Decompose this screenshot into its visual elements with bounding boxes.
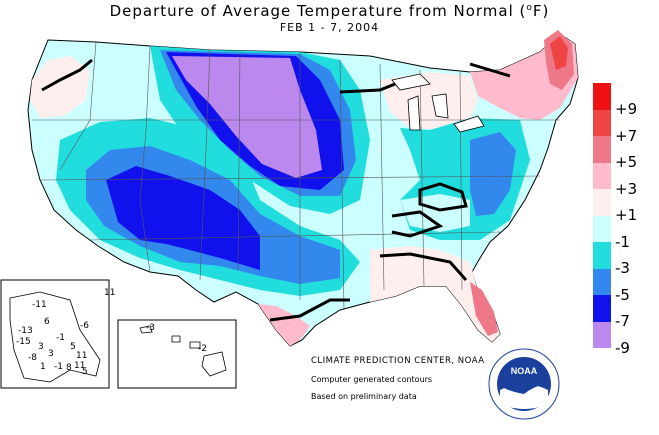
map-period: FEB 1 - 7, 2004 [279, 21, 380, 34]
credit-agency: CLIMATE PREDICTION CENTER, NOAA [311, 356, 485, 366]
legend-swatch [593, 189, 611, 216]
cold-area-west-7 [106, 166, 260, 270]
credit-method: Computer generated contours [311, 375, 433, 384]
warm-area-southeast [370, 246, 500, 342]
alaska-value: -15 [16, 337, 31, 347]
legend-swatch [593, 136, 611, 163]
legend-item: +7 [593, 109, 653, 145]
alaska-value: -11 [32, 300, 47, 310]
alaska-value: 3 [38, 342, 44, 352]
alaska-value: -1 [54, 362, 63, 372]
legend-label: -3 [615, 259, 630, 277]
alaska-value: 11 [76, 351, 88, 361]
legend-swatch [593, 109, 611, 136]
legend-item: +9 [593, 83, 653, 118]
alaska-value: -1 [56, 333, 65, 343]
cold-area-east-5 [470, 132, 516, 216]
legend-swatch [593, 242, 611, 269]
legend-label: +3 [615, 179, 638, 198]
legend-swatch [593, 215, 611, 242]
legend-item: -1 [593, 215, 653, 251]
hawaii-islands [139, 325, 227, 377]
great-lakes [391, 73, 485, 133]
alaska-value: 11 [104, 288, 116, 298]
legend-item: -5 [593, 268, 653, 304]
legend-swatch [593, 83, 611, 110]
cold-area-east-warm-spot [400, 194, 470, 232]
legend-swatch [593, 162, 611, 189]
alaska-value: 1 [40, 362, 46, 372]
warm-area-florida [470, 282, 498, 336]
alaska-value: 11 [74, 361, 86, 371]
map-title: Departure of Average Temperature from No… [109, 2, 550, 20]
legend-item: -7 [593, 295, 653, 330]
alaska-value: -6 [80, 321, 89, 331]
alaska-value: 5 [70, 342, 76, 352]
legend-label: +1 [615, 206, 638, 224]
legend-label: +7 [615, 126, 638, 145]
legend-item: +3 [593, 162, 653, 198]
legend-label: -1 [615, 232, 630, 251]
legend-item: -3 [593, 242, 653, 277]
legend-label: -5 [615, 285, 630, 304]
alaska-value: -8 [28, 353, 37, 363]
legend-swatch [593, 321, 611, 348]
color-legend: +9 +7 +5 +3 +1 -1 -3 -5 -7 -9 [593, 83, 653, 357]
warm-area-texas [258, 304, 310, 346]
alaska-value: 5 [82, 367, 88, 377]
legend-label: -7 [615, 312, 630, 330]
warm-area-maine-core [550, 36, 568, 70]
noaa-logo-text: NOAA [511, 366, 538, 376]
zero-contours [41, 58, 511, 322]
alaska-outline [9, 291, 101, 383]
legend-item: +5 [593, 136, 653, 171]
credit-data-note: Based on preliminary data [311, 392, 417, 401]
alaska-value: -13 [18, 326, 33, 336]
hawaii-value: -2 [198, 344, 207, 354]
alaska-value: 6 [44, 317, 50, 327]
noaa-logo: NOAA [488, 348, 560, 420]
legend-label: +5 [615, 153, 638, 171]
legend-swatch [593, 295, 611, 322]
legend-item: +1 [593, 189, 653, 224]
alaska-value: 3 [48, 349, 54, 359]
legend-label: +9 [615, 100, 638, 118]
legend-label: -9 [615, 338, 630, 357]
legend-swatch [593, 268, 611, 295]
hawaii-value: -3 [146, 323, 155, 333]
cold-area-plains-9 [172, 56, 322, 178]
alaska-value: 8 [66, 363, 72, 373]
legend-item: -9 [593, 321, 653, 357]
